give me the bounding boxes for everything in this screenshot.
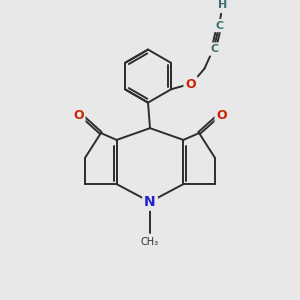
Text: H: H [218, 0, 228, 10]
Text: O: O [216, 109, 227, 122]
Text: O: O [73, 109, 84, 122]
Text: O: O [185, 78, 196, 91]
Text: C: C [215, 20, 223, 31]
Text: N: N [144, 195, 156, 209]
Text: CH₃: CH₃ [141, 237, 159, 247]
Text: C: C [210, 44, 218, 54]
